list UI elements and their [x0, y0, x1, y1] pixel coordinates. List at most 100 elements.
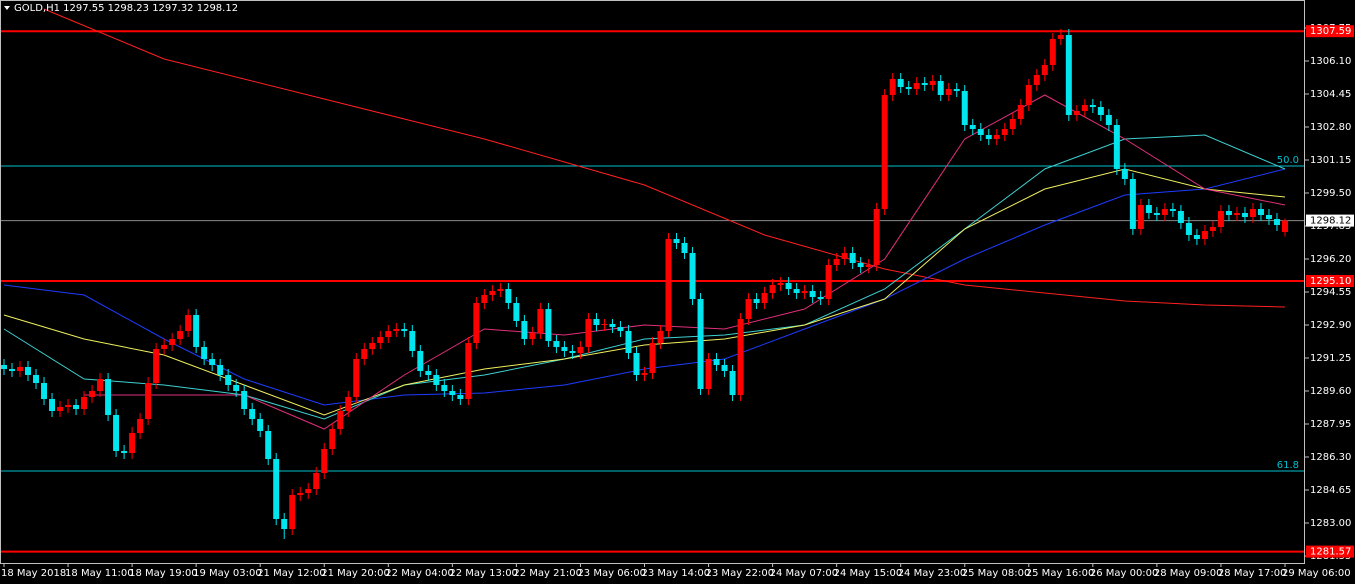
candle-body	[1185, 223, 1192, 235]
plot-frame	[0, 0, 1305, 564]
candle-body	[233, 385, 240, 391]
candle-body	[737, 319, 744, 395]
x-tick-label: 25 May 16:00	[1026, 568, 1095, 579]
candle-body	[97, 379, 104, 391]
candle-body	[761, 293, 768, 303]
candle-body	[137, 419, 144, 433]
candle-body	[905, 87, 912, 89]
candle-body	[753, 299, 760, 303]
candle-body	[321, 449, 328, 473]
y-tick-label: 1284.65	[1310, 485, 1351, 496]
candle-body	[553, 341, 560, 347]
candle-body	[1201, 231, 1208, 239]
candle-body	[329, 429, 336, 449]
candle-body	[833, 259, 840, 265]
candle-body	[257, 419, 264, 431]
candle-body	[201, 347, 208, 359]
candle-body	[161, 345, 168, 349]
candle-body	[193, 315, 200, 347]
x-tick-label: 23 May 06:00	[577, 568, 646, 579]
x-tick-label: 22 May 13:00	[449, 568, 518, 579]
candle-body	[977, 129, 984, 135]
candle-body	[721, 365, 728, 371]
candle-body	[873, 209, 880, 265]
candle-body	[1193, 235, 1200, 239]
candle-body	[497, 289, 504, 291]
candle-body	[153, 349, 160, 383]
candle-body	[505, 289, 512, 303]
candle-body	[49, 399, 56, 411]
candle-body	[425, 371, 432, 375]
candle-body	[577, 347, 584, 353]
candle-body	[881, 95, 888, 209]
candle-body	[641, 373, 648, 375]
candle-body	[937, 81, 944, 95]
candle-body	[1121, 169, 1128, 179]
candle-body	[705, 359, 712, 389]
candle-body	[921, 83, 928, 85]
candle-body	[537, 309, 544, 333]
candle-body	[417, 351, 424, 371]
candle-body	[665, 239, 672, 331]
candle-body	[1273, 219, 1280, 225]
indicator-line	[3, 134, 1286, 420]
candle-body	[1137, 205, 1144, 229]
candle-body	[65, 405, 72, 407]
candle-body	[441, 385, 448, 391]
candle-body	[17, 367, 24, 371]
x-tick-label: 19 May 03:00	[193, 568, 262, 579]
chart-title: GOLD,H1 1297.55 1298.23 1297.32 1298.12	[14, 3, 238, 14]
candle-body	[89, 391, 96, 397]
candle-body	[673, 239, 680, 243]
x-tick-label: 18 May 19:00	[129, 568, 198, 579]
candle-body	[1241, 213, 1248, 217]
x-tick-label: 21 May 12:00	[257, 568, 326, 579]
candle-body	[313, 473, 320, 489]
candle-body	[585, 319, 592, 347]
y-tick-label: 1287.95	[1310, 419, 1351, 430]
candle-body	[297, 493, 304, 495]
candle-body	[281, 519, 288, 529]
candle-body	[185, 315, 192, 331]
candle-body	[361, 349, 368, 359]
candle-body	[985, 135, 992, 139]
x-tick-label: 22 May 04:00	[385, 568, 454, 579]
candle-body	[265, 431, 272, 459]
candle-body	[377, 337, 384, 343]
level-tag	[1306, 25, 1354, 38]
x-tick-label: 22 May 21:00	[513, 568, 582, 579]
x-tick-label: 24 May 23:00	[898, 568, 967, 579]
candle-body	[1169, 209, 1176, 211]
candle-body	[465, 343, 472, 399]
y-tick-label: 1291.25	[1310, 353, 1351, 364]
candle-body	[25, 367, 32, 375]
x-tick-label: 21 May 20:00	[321, 568, 390, 579]
candle-body	[481, 295, 488, 303]
candle-body	[473, 303, 480, 343]
candle-body	[601, 324, 608, 325]
indicator-line	[43, 8, 1286, 308]
candle-body	[9, 369, 16, 371]
y-tick-label: 1292.90	[1310, 320, 1351, 331]
candle-body	[41, 383, 48, 399]
candle-body	[249, 409, 256, 419]
candle-body	[1081, 105, 1088, 111]
y-tick-label: 1294.55	[1310, 287, 1351, 298]
candle-body	[953, 89, 960, 91]
x-tick-label: 29 May 06:00	[1282, 568, 1351, 579]
candle-body	[849, 253, 856, 263]
candle-body	[545, 309, 552, 341]
x-tick-label: 18 May 11:00	[65, 568, 134, 579]
level-tag-label: 1307.59	[1310, 26, 1351, 37]
candle-body	[1065, 35, 1072, 115]
x-tick-label: 28 May 17:00	[1218, 568, 1287, 579]
candle-body	[73, 405, 80, 409]
level-label: 50.0	[1277, 155, 1299, 166]
candle-body	[809, 291, 816, 297]
candle-body	[1257, 209, 1264, 215]
candle-body	[353, 359, 360, 397]
candle-body	[1025, 85, 1032, 105]
